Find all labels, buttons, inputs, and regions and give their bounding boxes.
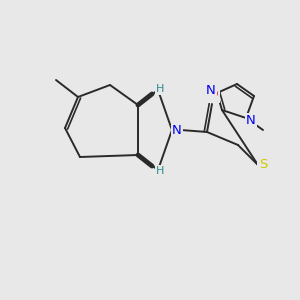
Text: O: O: [208, 88, 218, 101]
Text: S: S: [259, 158, 267, 172]
Text: O: O: [208, 88, 218, 101]
Text: N: N: [172, 124, 182, 136]
Text: H: H: [156, 84, 164, 94]
Text: H: H: [156, 166, 164, 176]
Text: S: S: [259, 158, 267, 172]
Text: N: N: [172, 124, 182, 136]
Text: H: H: [156, 166, 164, 176]
Text: N: N: [246, 115, 256, 128]
Text: N: N: [206, 83, 216, 97]
Text: H: H: [156, 84, 164, 94]
Text: N: N: [206, 83, 216, 97]
Text: N: N: [246, 115, 256, 128]
